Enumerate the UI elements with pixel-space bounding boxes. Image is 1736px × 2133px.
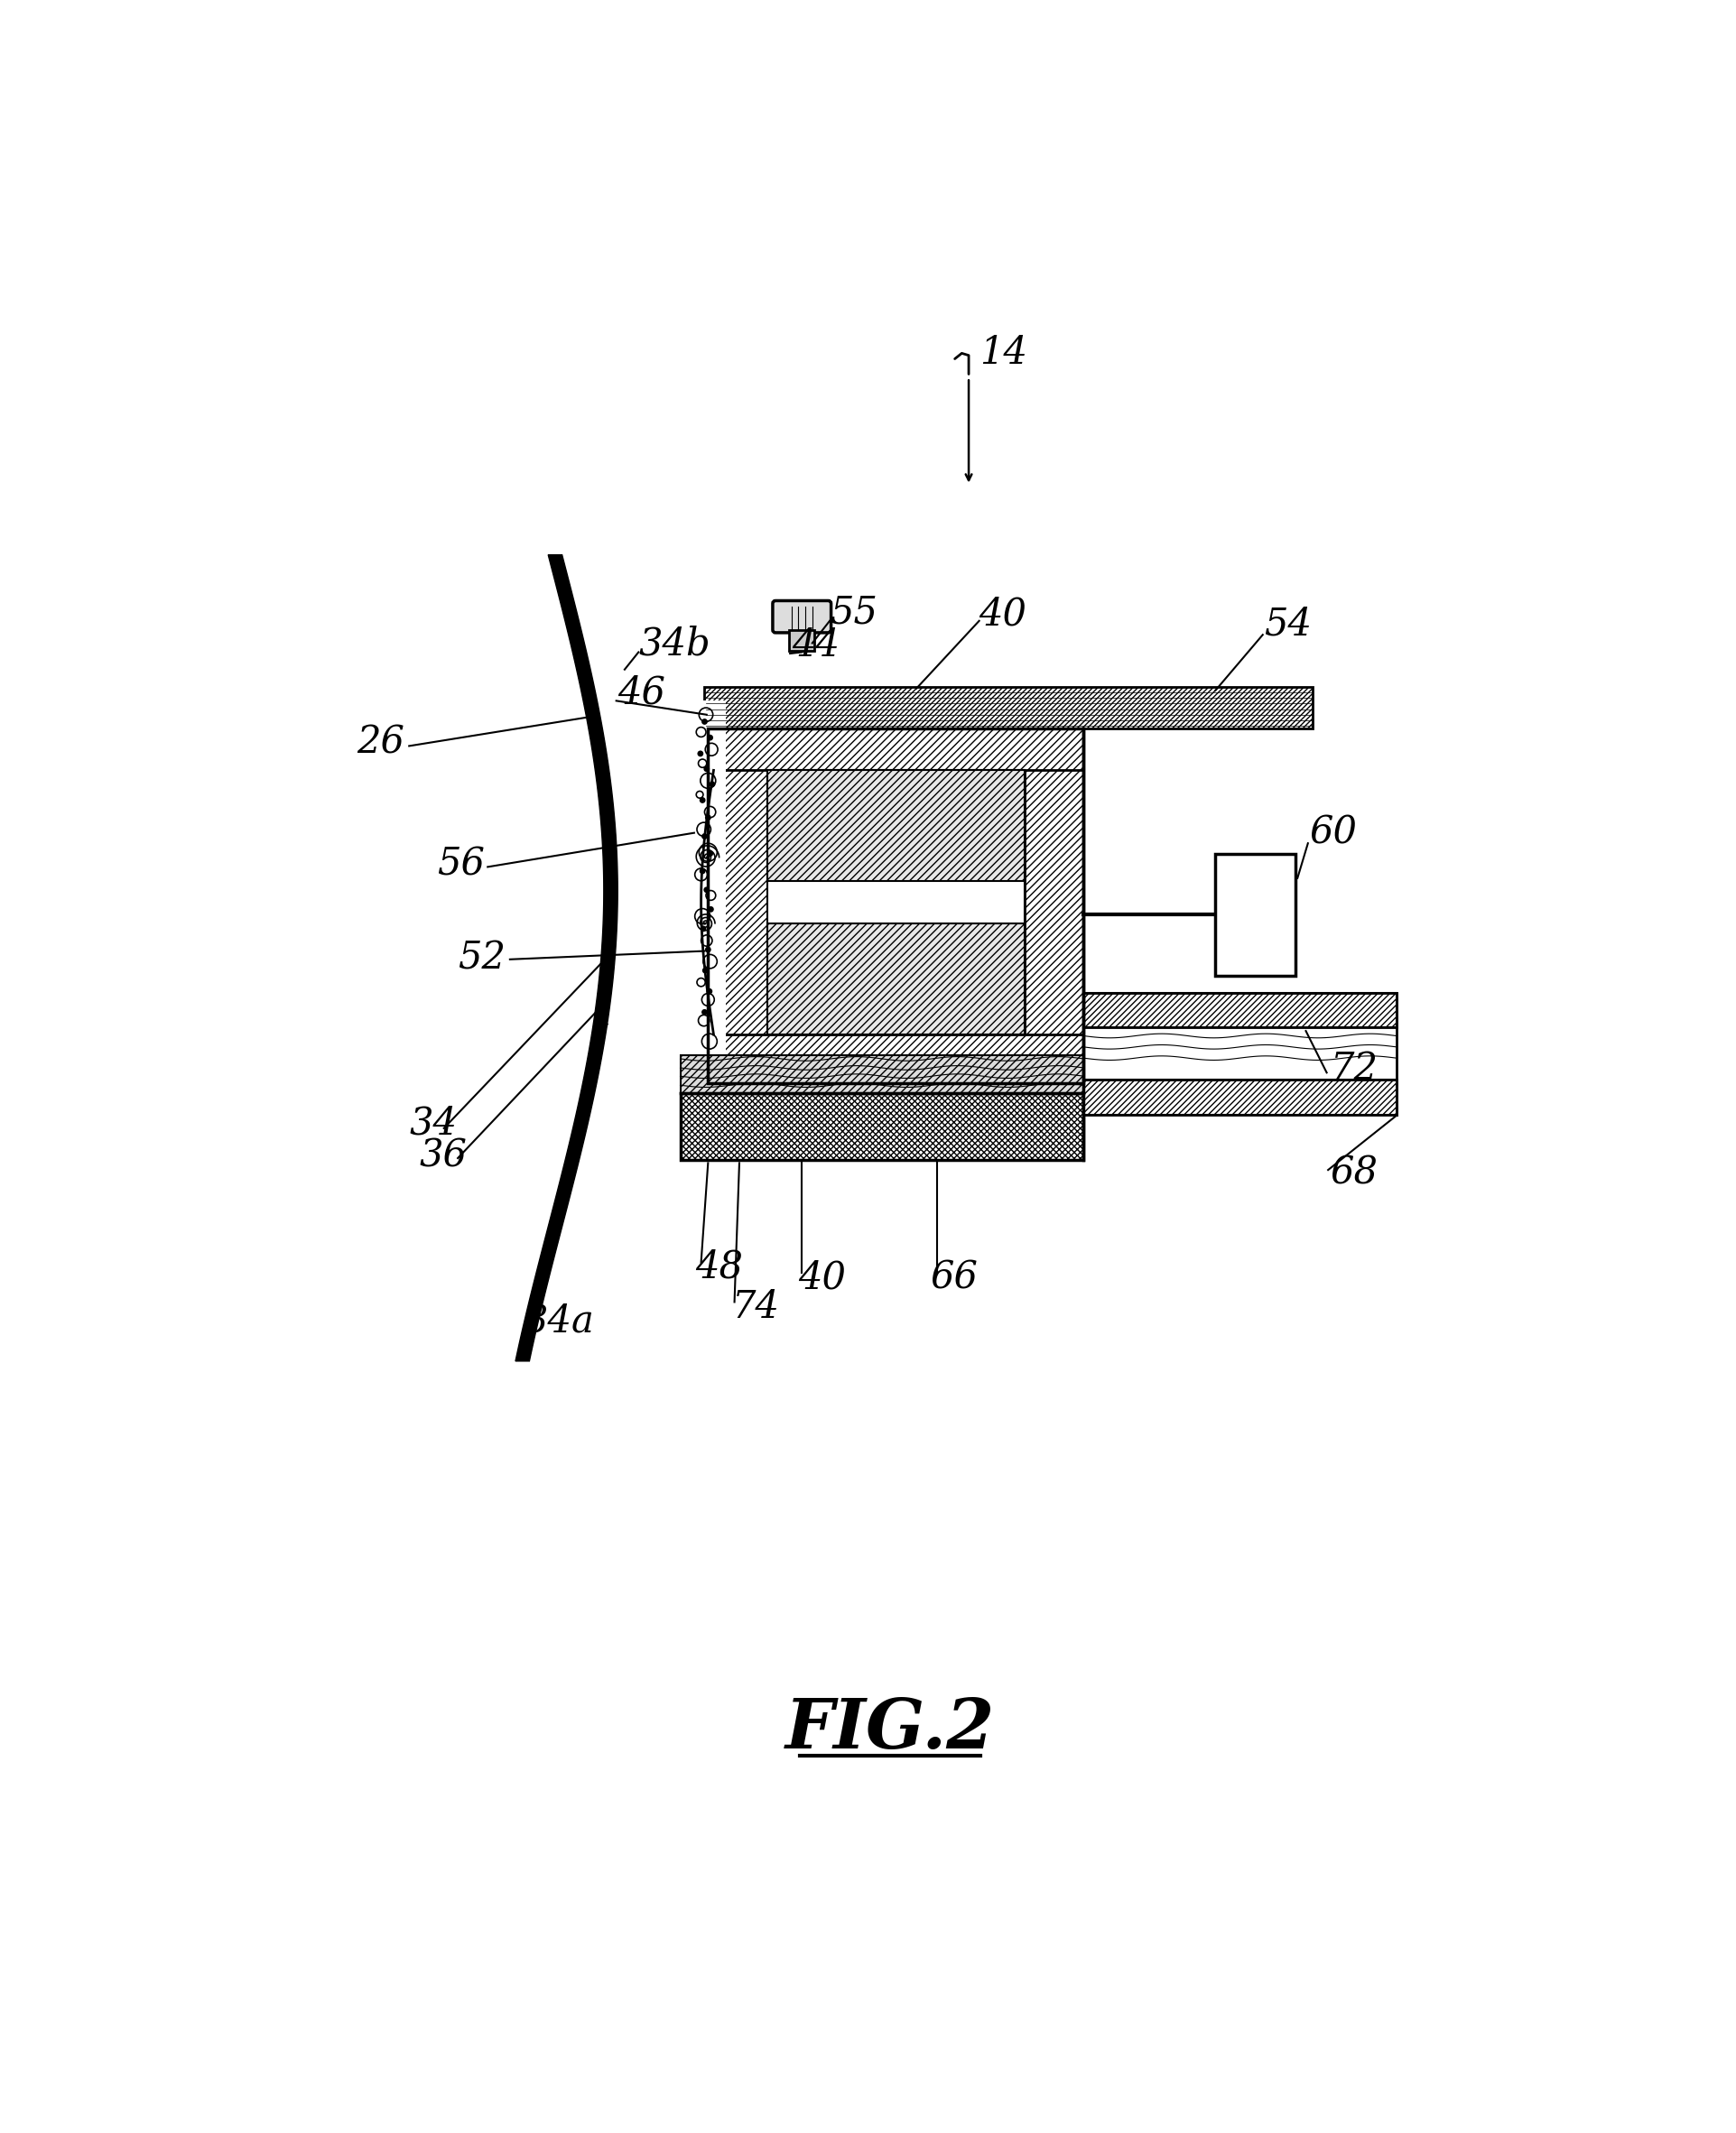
Circle shape xyxy=(700,798,705,802)
Bar xyxy=(705,687,1312,729)
Text: FIG.2: FIG.2 xyxy=(785,1696,995,1762)
Bar xyxy=(681,1056,1083,1094)
Circle shape xyxy=(705,815,710,819)
Text: 44: 44 xyxy=(792,627,838,663)
Bar xyxy=(694,702,726,1056)
Circle shape xyxy=(700,926,705,932)
Circle shape xyxy=(703,968,707,973)
Text: 54: 54 xyxy=(1264,606,1311,644)
Circle shape xyxy=(708,907,713,911)
Text: 34a: 34a xyxy=(524,1301,594,1340)
Bar xyxy=(681,1094,1083,1160)
Text: 46: 46 xyxy=(618,674,665,712)
Text: 56: 56 xyxy=(437,845,484,883)
Text: 36: 36 xyxy=(420,1137,467,1175)
Bar xyxy=(788,629,814,651)
Text: 66: 66 xyxy=(930,1258,977,1297)
Bar xyxy=(1215,853,1295,975)
Text: 40: 40 xyxy=(979,595,1026,634)
Text: 52: 52 xyxy=(458,939,505,977)
FancyBboxPatch shape xyxy=(773,602,830,634)
Text: 55: 55 xyxy=(830,593,877,631)
Bar xyxy=(767,770,1024,881)
Text: 34b: 34b xyxy=(639,625,710,663)
Circle shape xyxy=(707,990,712,994)
Circle shape xyxy=(705,947,710,951)
Bar xyxy=(1024,729,1083,1084)
Bar xyxy=(708,729,767,1084)
Circle shape xyxy=(707,851,712,855)
Circle shape xyxy=(710,783,713,787)
Bar xyxy=(767,770,1024,1035)
Bar xyxy=(1083,1079,1396,1113)
Text: 40: 40 xyxy=(799,1258,845,1297)
Circle shape xyxy=(703,766,708,772)
Text: 68: 68 xyxy=(1330,1154,1377,1192)
Text: 14: 14 xyxy=(979,335,1026,373)
Circle shape xyxy=(707,736,712,740)
Text: 48: 48 xyxy=(694,1248,743,1286)
Text: 26: 26 xyxy=(358,723,404,761)
Polygon shape xyxy=(516,555,618,1361)
Bar xyxy=(1083,992,1396,1028)
Circle shape xyxy=(703,887,708,892)
Circle shape xyxy=(700,868,705,875)
Bar xyxy=(767,924,1024,1035)
Circle shape xyxy=(701,1009,707,1015)
Text: 74: 74 xyxy=(733,1288,779,1327)
Text: 72: 72 xyxy=(1330,1049,1377,1088)
Circle shape xyxy=(698,751,703,755)
Circle shape xyxy=(701,719,707,723)
Bar xyxy=(708,729,1083,770)
Text: 34: 34 xyxy=(410,1105,457,1143)
Bar xyxy=(708,1035,1083,1084)
Bar xyxy=(708,729,1083,1084)
Text: 60: 60 xyxy=(1309,815,1356,851)
Circle shape xyxy=(701,834,707,838)
